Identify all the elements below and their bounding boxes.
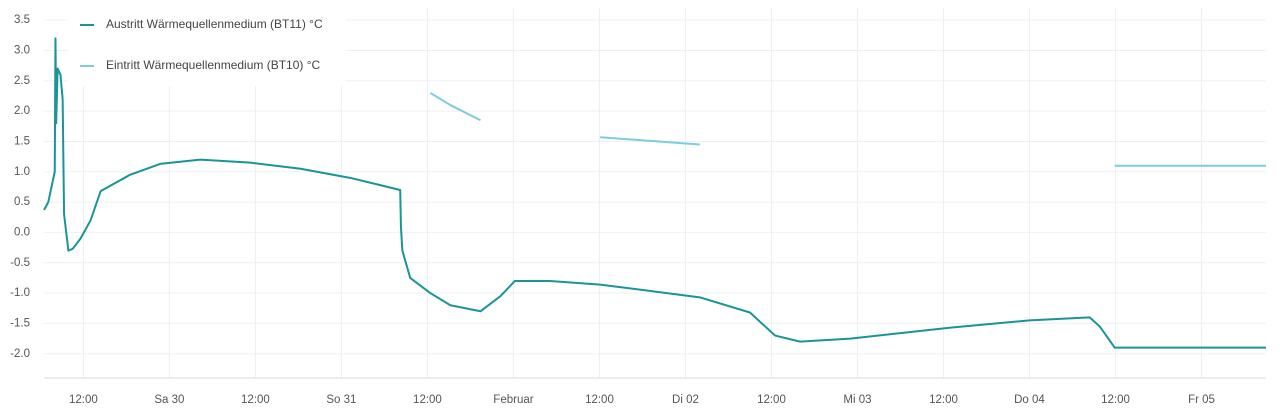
data-line [43, 37, 1266, 349]
x-tick-label: Do 04 [1014, 394, 1045, 406]
y-tick-label: 0.5 [14, 196, 30, 208]
x-tick-label: Fr 05 [1188, 394, 1215, 406]
x-tick-label: Sa 30 [154, 394, 184, 406]
x-tick-label: Februar [493, 394, 533, 406]
y-tick-label: 3.0 [14, 44, 30, 56]
y-tick-label: 2.5 [14, 75, 30, 87]
y-tick-label: -2.0 [10, 348, 30, 360]
y-tick-label: 1.0 [14, 166, 30, 178]
y-tick-label: 0.0 [14, 226, 30, 238]
x-tick-label: Di 02 [672, 394, 699, 406]
x-tick-label: 12:00 [413, 394, 442, 406]
x-tick-label: 12:00 [929, 394, 958, 406]
x-tick-label: 12:00 [585, 394, 614, 406]
legend-box [68, 3, 346, 86]
x-tick-label: 12:00 [241, 394, 270, 406]
y-tick-label: 3.5 [14, 14, 30, 26]
x-tick-label: 12:00 [757, 394, 786, 406]
y-tick-label: -0.5 [10, 257, 30, 269]
data-line [429, 92, 1266, 167]
y-tick-label: 1.5 [14, 135, 30, 147]
legend: Austritt Wärmequellenmedium (BT11) °C Ein… [68, 3, 346, 86]
x-tick-label: So 31 [326, 394, 356, 406]
y-tick-label: -1.5 [10, 317, 30, 329]
grid: -2.0 -1.5 -1.0 -0.5 0.0 0.5 1.0 1.5 2.0 2.5 3.0 3.5… [10, 8, 1266, 406]
x-tick-label: 12:00 [69, 394, 98, 406]
y-tick-label: -1.0 [10, 287, 30, 299]
legend-label: Eintritt Wärmequellenmedium (BT10) °C [106, 58, 321, 72]
x-tick-label: Mi 03 [843, 394, 871, 406]
legend-label: Austritt Wärmequellenmedium (BT11) °C [106, 17, 323, 31]
x-tick-label: 12:00 [1101, 394, 1130, 406]
plot [43, 37, 1266, 349]
y-tick-label: 2.0 [14, 105, 30, 117]
